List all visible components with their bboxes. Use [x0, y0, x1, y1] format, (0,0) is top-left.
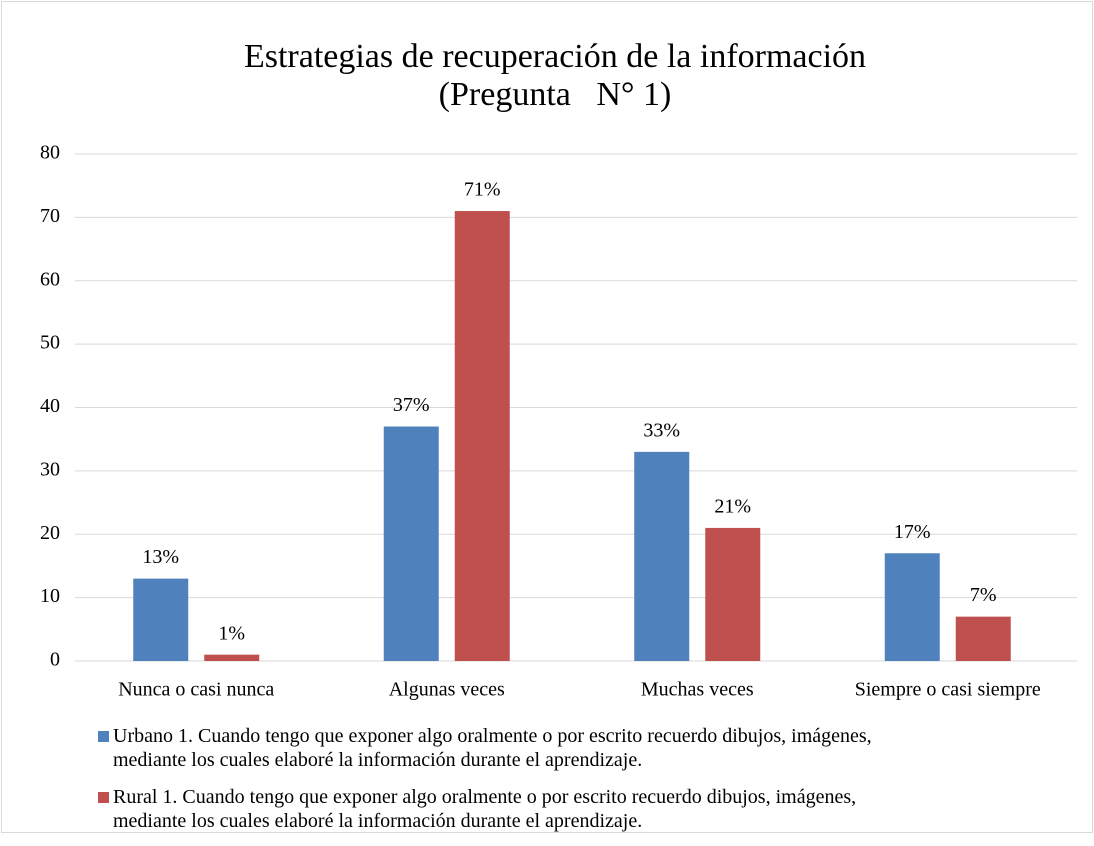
x-tick-label: Siempre o casi siempre	[855, 679, 1041, 701]
y-tick-label: 40	[40, 395, 60, 417]
bar	[955, 616, 1011, 661]
y-tick-label: 0	[50, 649, 60, 671]
y-tick-label: 10	[40, 585, 60, 607]
bar	[634, 451, 690, 661]
bar	[383, 426, 439, 661]
chart-title: Estrategias de recuperación de la inform…	[243, 38, 867, 113]
bar	[454, 211, 510, 661]
bar	[705, 527, 761, 661]
legend-item: Rural 1. Cuando tengo que exponer algo o…	[98, 785, 898, 833]
bar	[204, 654, 260, 661]
bar	[884, 553, 940, 661]
legend-label: Rural 1. Cuando tengo que exponer algo o…	[113, 786, 857, 832]
y-tick-label: 50	[40, 332, 60, 354]
legend-swatch	[98, 731, 109, 742]
data-label: 21%	[714, 496, 751, 518]
y-tick-label: 80	[40, 142, 60, 164]
data-label: 33%	[643, 419, 680, 441]
x-tick-label: Algunas veces	[389, 679, 505, 701]
y-tick-label: 70	[40, 205, 60, 227]
x-tick-label: Nunca o casi nunca	[118, 679, 274, 701]
data-label: 1%	[218, 622, 245, 644]
x-tick-label: Muchas veces	[641, 679, 754, 701]
y-tick-label: 20	[40, 522, 60, 544]
legend-item: Urbano 1. Cuando tengo que exponer algo …	[98, 724, 898, 772]
data-label: 71%	[464, 179, 501, 201]
legend-label: Urbano 1. Cuando tengo que exponer algo …	[113, 725, 872, 771]
data-label: 13%	[142, 546, 179, 568]
legend-swatch	[98, 792, 109, 803]
y-tick-label: 30	[40, 458, 60, 480]
data-label: 17%	[894, 521, 931, 543]
bar	[133, 578, 189, 661]
legend: Urbano 1. Cuando tengo que exponer algo …	[98, 724, 898, 846]
data-label: 7%	[970, 584, 997, 606]
data-label: 37%	[393, 394, 430, 416]
y-tick-label: 60	[40, 268, 60, 290]
